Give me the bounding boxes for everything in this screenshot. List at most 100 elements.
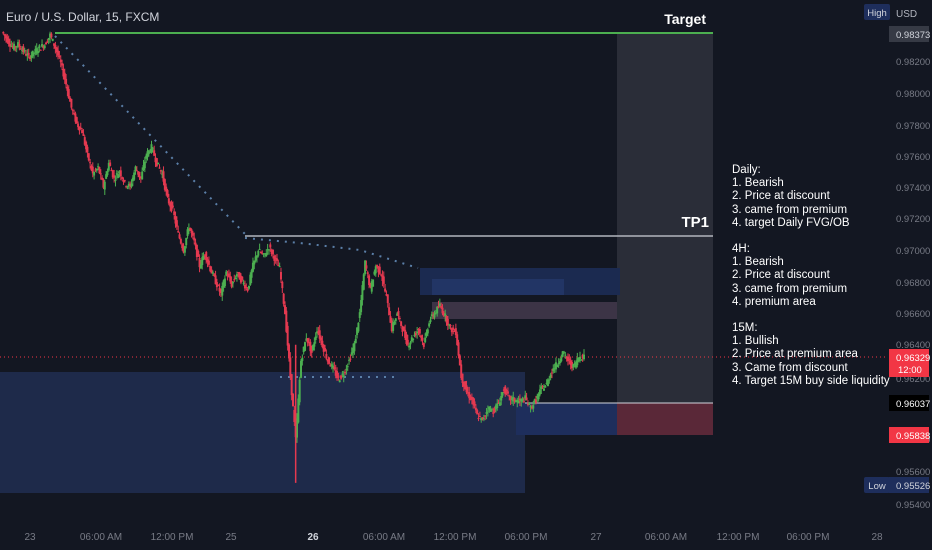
- candle-body: [353, 342, 356, 352]
- candle-body: [389, 316, 392, 323]
- candle-body: [312, 345, 315, 351]
- candle-body: [253, 260, 256, 265]
- candle-body: [221, 285, 224, 296]
- candle-body: [223, 278, 226, 287]
- x-axis[interactable]: 23 06:00 AM 12:00 PM 25 26 06:00 AM 12:0…: [24, 532, 883, 543]
- candle-body: [235, 274, 238, 277]
- candle-body: [251, 262, 254, 272]
- high-price-label-bg: [889, 26, 929, 42]
- candle-body: [174, 215, 177, 224]
- candle-body: [177, 231, 180, 233]
- candle-body: [510, 397, 513, 400]
- candle-body: [185, 238, 188, 246]
- x-tick: 12:00 PM: [151, 532, 194, 543]
- red-price-label: 0.95838: [896, 431, 930, 442]
- candle-body: [354, 338, 357, 344]
- candle-body: [372, 279, 375, 287]
- candle-body: [111, 170, 114, 178]
- y-tick: 0.98000: [896, 89, 930, 100]
- candle-body: [505, 390, 508, 392]
- candle-body: [171, 205, 174, 208]
- y-axis[interactable]: High USD 0.98373 0.98200 0.98000 0.97800…: [864, 4, 930, 511]
- candle-body: [413, 334, 416, 336]
- candle-body: [530, 406, 533, 409]
- candle-body: [432, 315, 435, 317]
- candle-body: [47, 37, 50, 40]
- candle-body: [556, 364, 559, 367]
- candle-body: [396, 313, 399, 316]
- candle-body: [287, 344, 290, 359]
- candle-body: [393, 322, 396, 324]
- candle-body: [524, 395, 527, 399]
- candle-body: [210, 269, 213, 274]
- candle-body: [573, 362, 576, 365]
- candle-body: [266, 249, 269, 251]
- candle-body: [442, 312, 445, 316]
- candle-body: [376, 265, 379, 267]
- notes-item: 4. target Daily FVG/OB: [732, 216, 850, 229]
- candle-body: [509, 396, 512, 401]
- candle-body: [195, 244, 198, 258]
- candle-body: [476, 410, 479, 415]
- notes-heading: 15M:: [732, 322, 758, 335]
- candle-body: [485, 412, 488, 414]
- candle-body: [187, 228, 190, 232]
- candle-body: [178, 234, 181, 239]
- candle-body: [332, 365, 335, 369]
- candle-body: [336, 371, 339, 378]
- candle-body: [71, 109, 74, 111]
- candle-body: [42, 46, 45, 49]
- candle-body: [203, 254, 206, 256]
- candle-body: [242, 282, 245, 284]
- candle-body: [29, 56, 32, 59]
- candle-body: [494, 405, 497, 410]
- candle-body: [398, 317, 401, 319]
- candle-body: [217, 285, 220, 287]
- candle-body: [468, 392, 471, 399]
- candle-body: [576, 358, 579, 366]
- candle-body: [352, 347, 355, 353]
- candle-body: [154, 157, 157, 163]
- candle-body: [520, 399, 523, 402]
- candle-body: [191, 232, 194, 236]
- candle-body: [169, 202, 172, 207]
- candle-body: [46, 41, 49, 43]
- candle-body: [334, 370, 337, 376]
- candle-body: [453, 331, 456, 333]
- high-price-label: 0.98373: [896, 30, 930, 41]
- candle-body: [155, 158, 158, 167]
- candle-body: [317, 331, 320, 334]
- candle-body: [420, 335, 423, 338]
- candle-body: [404, 329, 407, 338]
- candle-body: [113, 175, 116, 178]
- candle-body: [458, 355, 461, 366]
- candle-body: [182, 246, 185, 253]
- candle-body: [418, 328, 421, 334]
- candle-body: [66, 86, 69, 91]
- symbol-title[interactable]: Euro / U.S. Dollar, 15, FXCM: [6, 10, 160, 24]
- candle-body: [275, 258, 278, 261]
- candle-body: [424, 337, 427, 343]
- candle-body: [53, 43, 56, 46]
- candle-body: [308, 342, 311, 344]
- candle-body: [89, 162, 92, 164]
- candle-body: [106, 171, 109, 176]
- candle-body: [249, 274, 252, 285]
- candle-body: [460, 364, 463, 379]
- candle-body: [125, 186, 128, 188]
- candle-body: [137, 171, 140, 175]
- candle-body: [466, 392, 469, 394]
- candle-body: [325, 354, 328, 359]
- candle-body: [378, 266, 381, 274]
- candle-body: [38, 45, 41, 48]
- candle-body: [35, 48, 38, 54]
- candle-body: [233, 279, 236, 281]
- candle-body: [392, 322, 395, 331]
- y-tick: 0.97400: [896, 183, 930, 194]
- candle-body: [328, 357, 331, 364]
- candle-body: [333, 367, 336, 370]
- candle-body: [175, 220, 178, 227]
- candle-body: [43, 45, 46, 49]
- candle-body: [516, 399, 519, 403]
